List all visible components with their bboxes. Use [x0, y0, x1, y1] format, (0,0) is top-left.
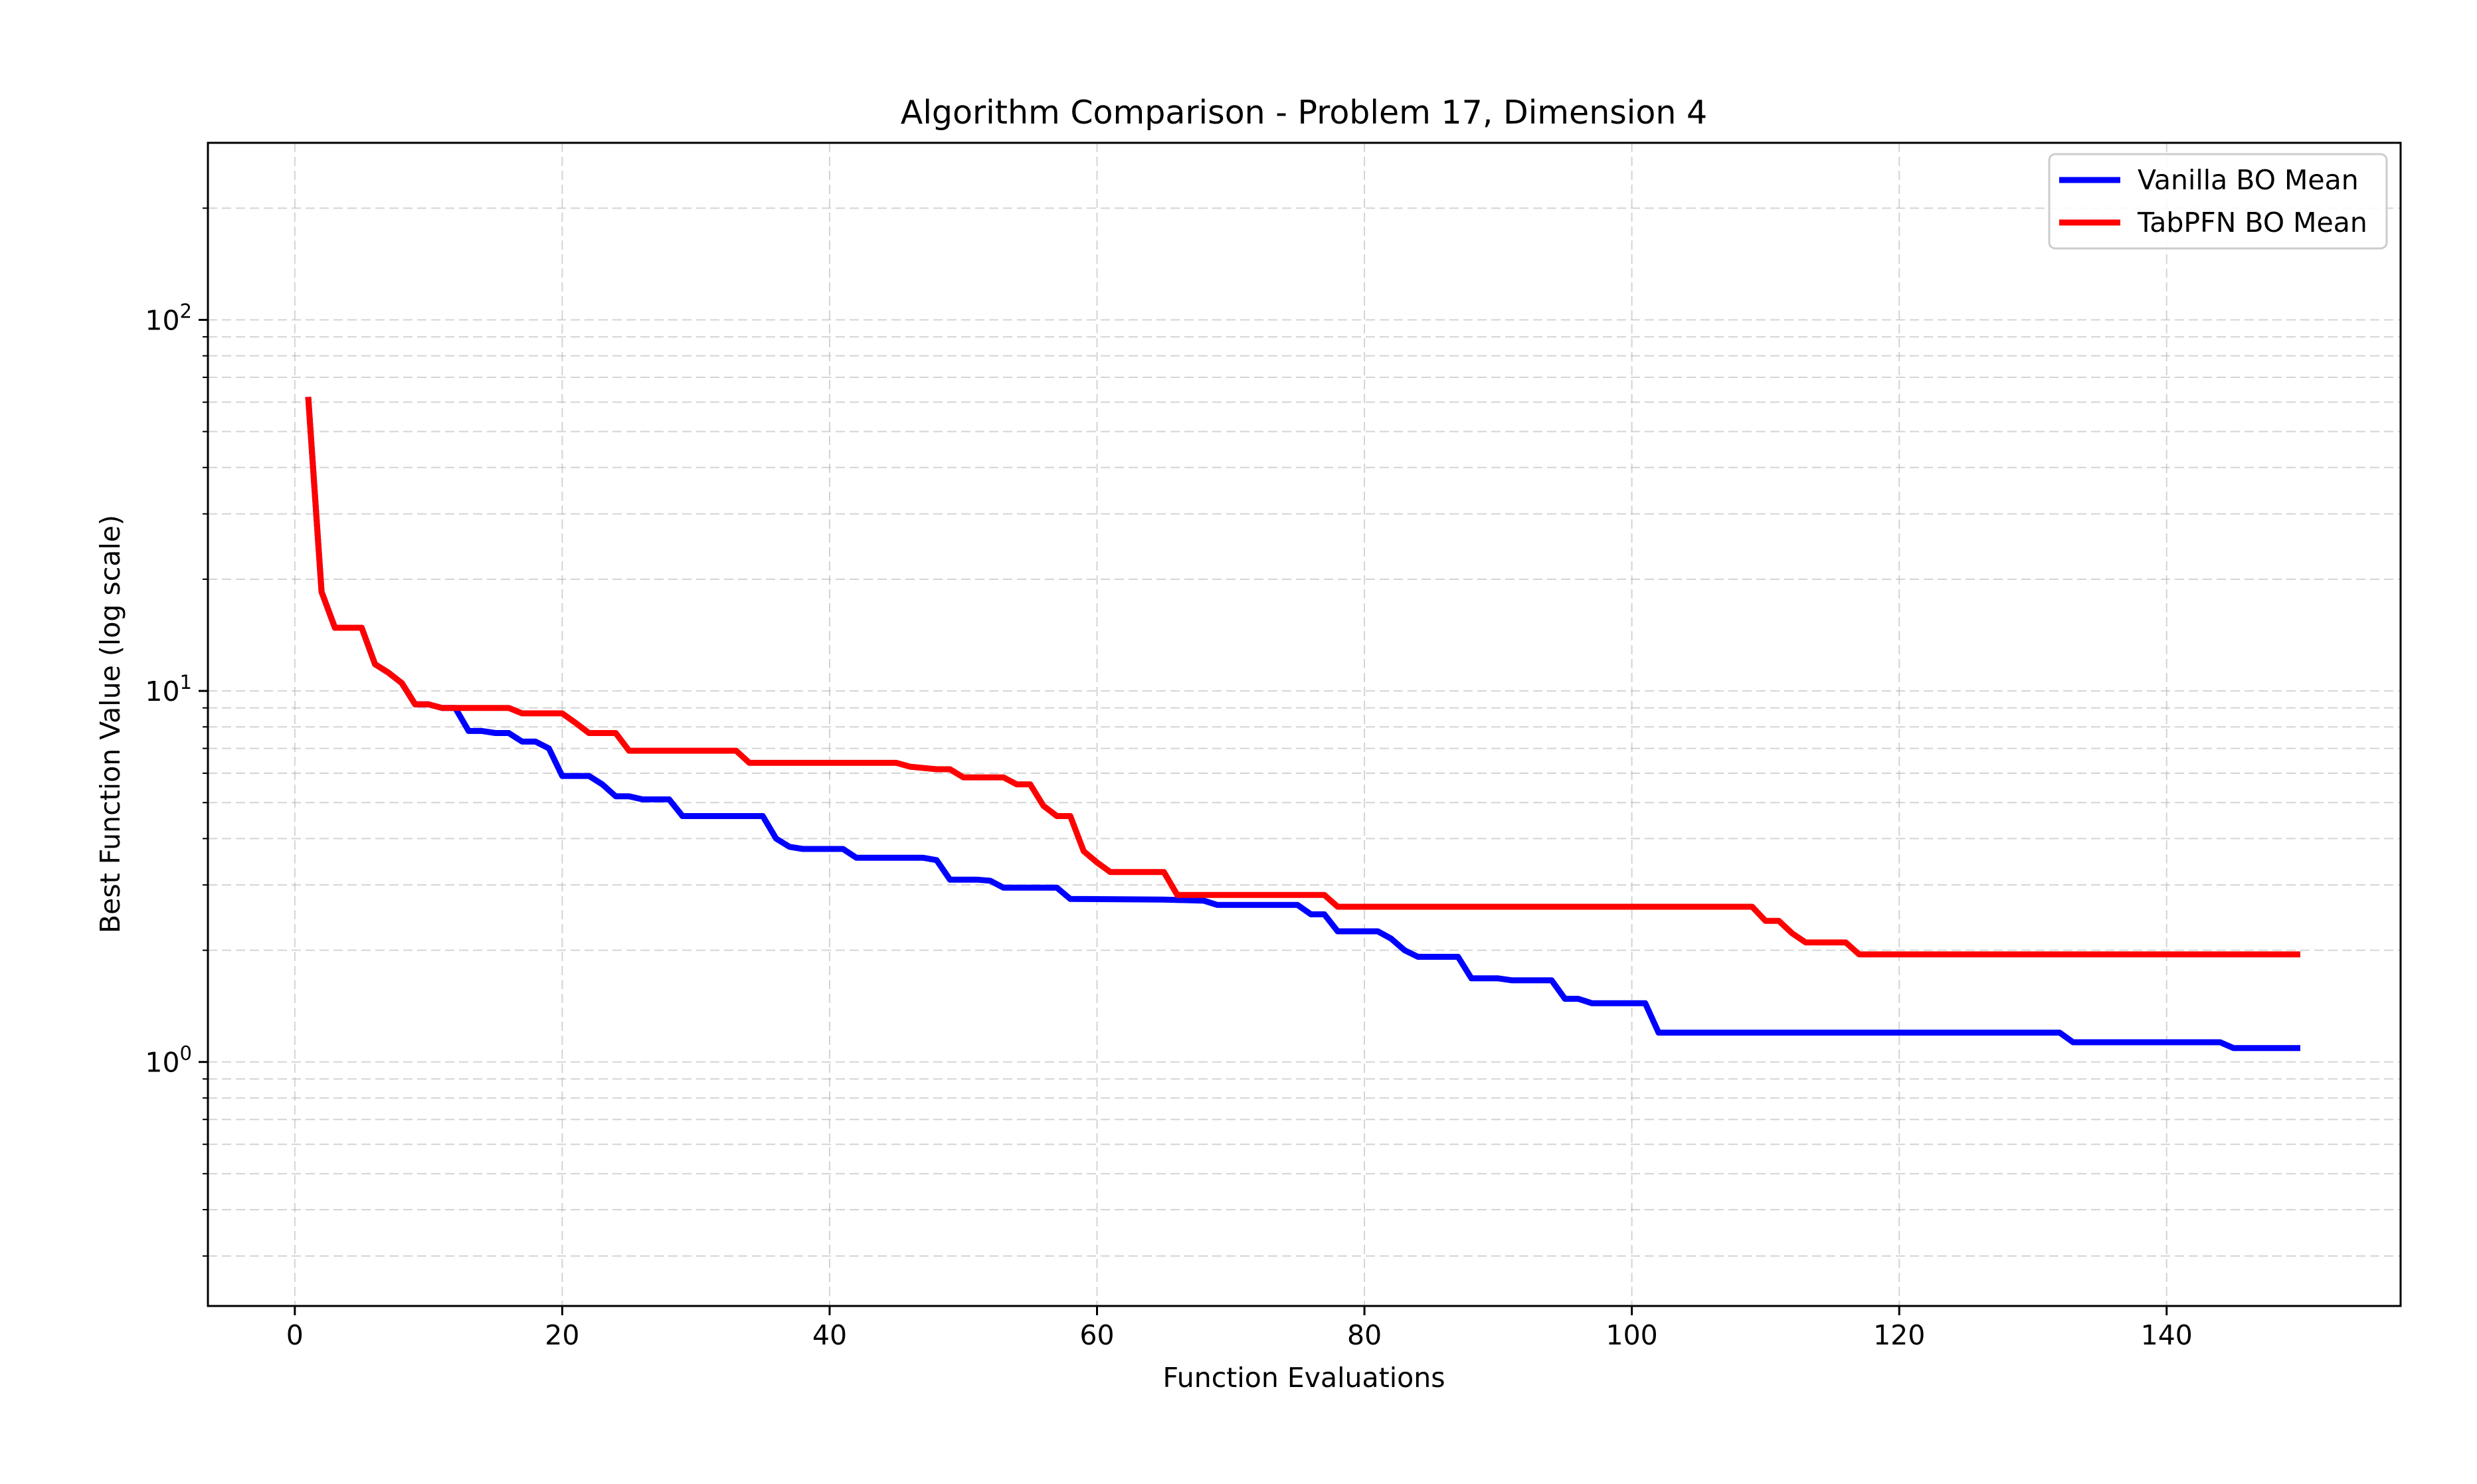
x-tick-label: 80: [1347, 1319, 1382, 1351]
y-tick-label: 102: [145, 300, 192, 337]
x-tick-label: 100: [1606, 1319, 1658, 1351]
legend-label-vanilla-bo-mean: Vanilla BO Mean: [2138, 164, 2359, 196]
y-tick-label: 100: [145, 1042, 192, 1079]
data-series: [305, 397, 2300, 1052]
x-axis-label: Function Evaluations: [1162, 1362, 1445, 1394]
chart-title: Algorithm Comparison - Problem 17, Dimen…: [901, 94, 1707, 132]
legend-label-tabpfn-bo-mean: TabPFN BO Mean: [2137, 207, 2367, 238]
plot-frame: [207, 141, 2402, 1307]
x-tick-label: 120: [1873, 1319, 1925, 1351]
x-tick-label: 0: [286, 1319, 304, 1351]
x-tick-label: 40: [812, 1319, 847, 1351]
legend-box: [2048, 153, 2388, 250]
legend: Vanilla BO Mean TabPFN BO Mean: [2048, 153, 2388, 250]
series-line-tabpfn-bo-mean: [305, 397, 2300, 958]
x-tick-label: 140: [2141, 1319, 2193, 1351]
grid-lines: [208, 143, 2401, 1306]
series-line-vanilla-bo-mean: [305, 397, 2300, 1052]
x-tick-label: 60: [1079, 1319, 1114, 1351]
y-axis-label: Best Function Value (log scale): [94, 515, 126, 933]
y-tick-label: 101: [145, 671, 192, 707]
axis-ticks: 0 20 40 60 80 100 120 140 100 101 102: [145, 207, 2193, 1351]
x-tick-label: 20: [545, 1319, 579, 1351]
